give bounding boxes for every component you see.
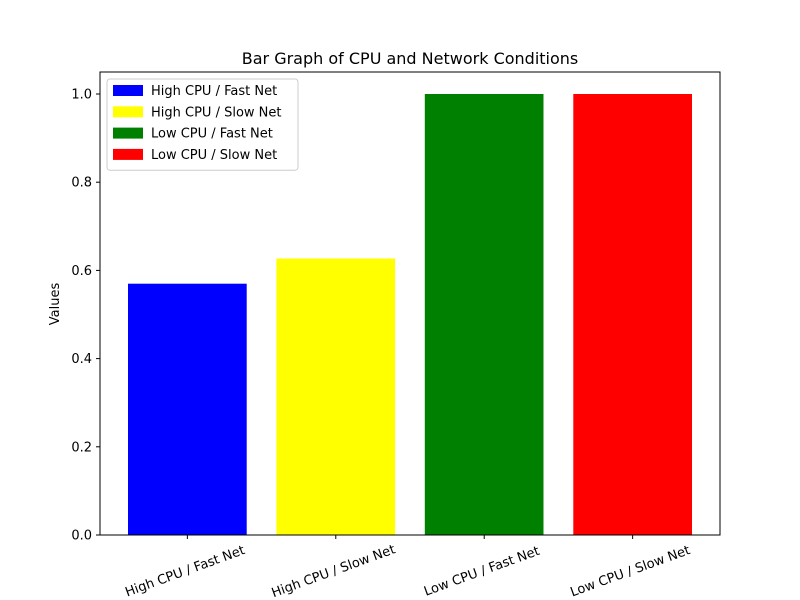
bars-layer xyxy=(128,94,692,535)
y-tick-label: 1.0 xyxy=(71,88,92,103)
legend-label: High CPU / Fast Net xyxy=(151,84,277,99)
legend-box xyxy=(106,78,299,171)
y-tick-label: 0.8 xyxy=(71,176,92,191)
y-tick-label: 0.0 xyxy=(71,529,92,544)
legend-swatch xyxy=(113,85,143,96)
legend-swatch xyxy=(113,106,143,118)
x-tick-label: High CPU / Slow Net xyxy=(270,542,398,600)
bar-4 xyxy=(573,94,692,535)
legend: High CPU / Fast Net High CPU / Slow Net Lo… xyxy=(106,78,299,171)
bar-3 xyxy=(424,94,544,535)
x-tick-label: High CPU / Fast Net xyxy=(123,543,247,600)
legend-swatch xyxy=(113,148,143,160)
y-tick-label: 0.2 xyxy=(71,440,92,455)
bar-2 xyxy=(276,258,396,535)
y-tick-label: 0.6 xyxy=(71,264,92,279)
y-tick-label: 0.4 xyxy=(71,352,92,367)
legend-label: Low CPU / Slow Net xyxy=(151,148,277,163)
chart-title: Bar Graph of CPU and Network Conditions xyxy=(242,49,579,68)
legend-label: High CPU / Slow Net xyxy=(151,105,282,120)
legend-swatch xyxy=(113,127,143,139)
plot-frame xyxy=(99,71,721,536)
y-axis-label: Values xyxy=(48,283,63,326)
x-tick-label: Low CPU / Slow Net xyxy=(569,543,693,600)
bar-1 xyxy=(128,283,247,535)
legend-label: Low CPU / Fast Net xyxy=(151,127,273,142)
x-tick-label: Low CPU / Fast Net xyxy=(422,544,542,600)
